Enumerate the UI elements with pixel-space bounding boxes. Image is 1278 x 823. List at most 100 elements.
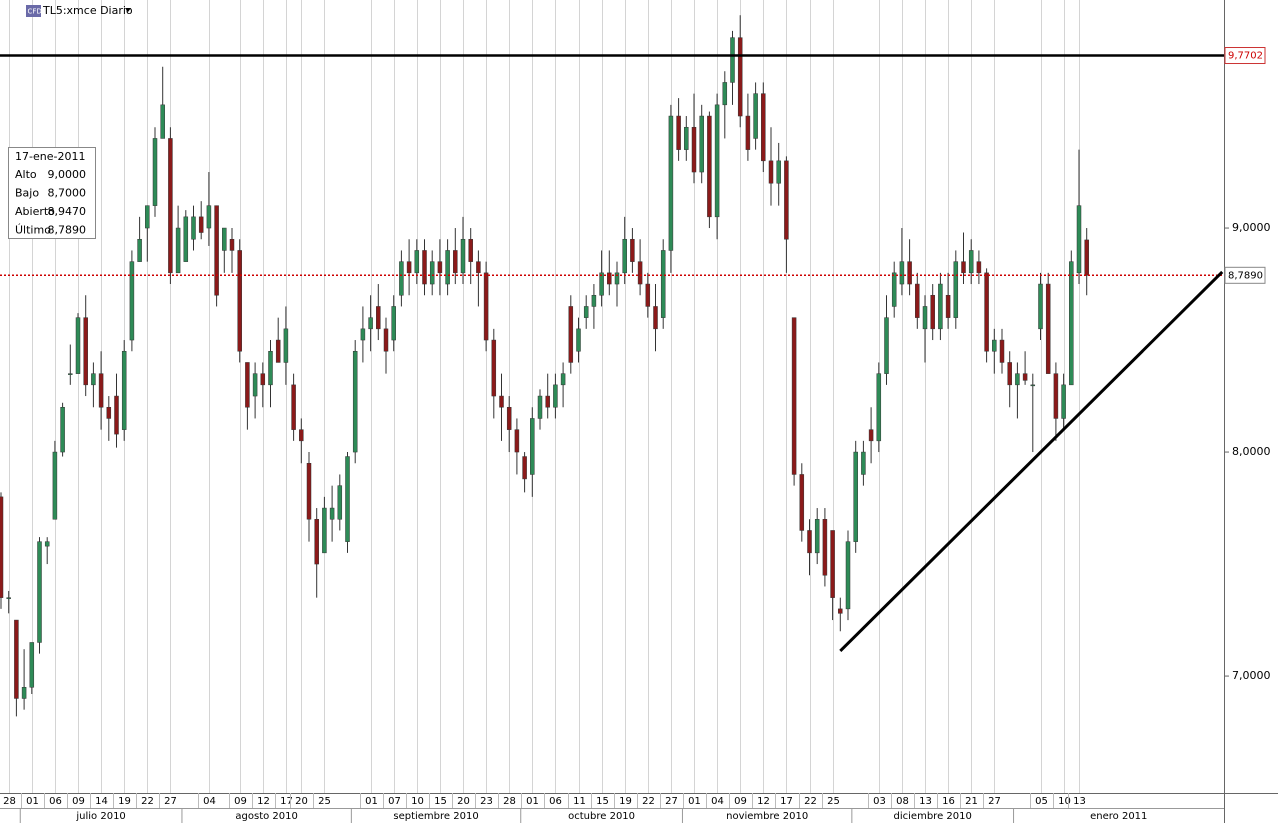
- x-tick-label: 05: [1035, 796, 1048, 807]
- candle-body: [352, 350, 358, 453]
- candle-body: [645, 283, 651, 307]
- candle-body: [222, 227, 227, 251]
- month-label: enero 2011: [1090, 811, 1147, 822]
- candle-body: [814, 519, 820, 554]
- x-tick-label: 16: [942, 796, 955, 807]
- candle-body: [984, 272, 989, 352]
- candle-body: [668, 115, 674, 251]
- candle-body: [6, 597, 11, 599]
- candle-body: [999, 339, 1005, 363]
- y-tick-label: 9,0000: [1232, 221, 1271, 234]
- candle-body: [791, 317, 797, 475]
- candle-body: [1053, 373, 1059, 419]
- x-tick-label: 17: [280, 796, 293, 807]
- candle-body: [599, 272, 604, 296]
- candle-body: [684, 126, 689, 150]
- x-tick-label: 10: [1058, 796, 1071, 807]
- candle-body: [1015, 373, 1020, 386]
- cfd-icon: [26, 5, 41, 17]
- candle-body: [437, 261, 443, 274]
- candle-body: [299, 429, 304, 442]
- month-label: agosto 2010: [235, 811, 297, 822]
- info-box-frame: [8, 147, 96, 239]
- candle-body: [1045, 283, 1051, 374]
- x-tick-label: 06: [49, 796, 62, 807]
- candle-body: [75, 317, 81, 374]
- candle-body: [152, 138, 158, 206]
- candle-body: [1061, 384, 1066, 419]
- candle-body: [560, 373, 566, 386]
- candle-body: [145, 205, 150, 229]
- cfd-icon-text: CFD: [28, 8, 42, 16]
- candle-body: [483, 272, 489, 341]
- candle-body: [992, 339, 997, 352]
- candle-body: [499, 395, 504, 408]
- candle-body: [383, 328, 389, 352]
- candle-body: [622, 238, 627, 274]
- month-label: diciembre 2010: [894, 811, 972, 822]
- x-tick-label: 15: [596, 796, 609, 807]
- candle-body: [807, 530, 812, 554]
- candle-body: [14, 619, 19, 699]
- candle-body: [345, 456, 350, 542]
- candle-body: [1030, 384, 1036, 387]
- candle-body: [252, 373, 258, 397]
- candle-body: [52, 451, 58, 520]
- candle-body: [0, 496, 4, 598]
- candle-body: [514, 429, 520, 453]
- candle-body: [453, 250, 458, 274]
- candle-body: [491, 339, 497, 397]
- candle-body: [337, 485, 343, 520]
- candle-body: [468, 238, 473, 262]
- candle-body: [699, 115, 704, 173]
- y-tick-label: 8,0000: [1232, 445, 1271, 458]
- candle-body: [44, 541, 50, 547]
- candle-body: [753, 93, 758, 139]
- candle-body: [799, 474, 805, 531]
- candle-body: [945, 294, 951, 318]
- x-tick-label: 10: [411, 796, 424, 807]
- candle-body: [784, 160, 789, 240]
- x-tick-label: 20: [295, 796, 308, 807]
- candle-body: [576, 328, 581, 352]
- candle-body: [899, 261, 905, 285]
- candle-body: [614, 272, 620, 285]
- info-label: Abierto: [15, 205, 55, 218]
- candle-body: [660, 250, 666, 318]
- month-label: septiembre 2010: [393, 811, 478, 822]
- resistance-label-box: [1224, 47, 1266, 65]
- candle-body: [422, 250, 427, 285]
- title-dropdown[interactable]: [125, 8, 131, 12]
- candle-body: [314, 519, 319, 565]
- x-tick-label: 04: [711, 796, 724, 807]
- candle-body: [607, 272, 612, 285]
- candle-body: [953, 261, 959, 318]
- plot: [0, 15, 1224, 717]
- candle-body: [630, 238, 635, 262]
- candle-body: [183, 216, 189, 262]
- candle-body: [229, 238, 235, 251]
- candle-body: [537, 395, 543, 419]
- candle-body: [121, 350, 127, 430]
- x-tick-label: 12: [257, 796, 270, 807]
- candle-body: [414, 250, 420, 274]
- candle-body: [237, 250, 242, 352]
- candle-body: [891, 272, 897, 307]
- candle-body: [868, 429, 874, 442]
- title-bar: CFD TL5:xmce Diario: [26, 4, 133, 17]
- candle-body: [360, 328, 366, 341]
- month-label: octubre 2010: [568, 811, 635, 822]
- candle-body: [737, 37, 743, 117]
- candle-body: [245, 362, 250, 408]
- x-tick-label: 15: [434, 796, 447, 807]
- x-tick-label: 14: [95, 796, 108, 807]
- x-tick-label: 06: [549, 796, 562, 807]
- candle-body: [476, 261, 481, 274]
- candle-body: [1007, 362, 1012, 386]
- x-tick-label: 22: [141, 796, 154, 807]
- x-tick-label: 07: [388, 796, 401, 807]
- candle-body: [83, 317, 88, 386]
- y-tick-label: 7,0000: [1232, 669, 1271, 682]
- x-tick-label: 13: [1073, 796, 1086, 807]
- info-value: 8,7000: [48, 187, 87, 200]
